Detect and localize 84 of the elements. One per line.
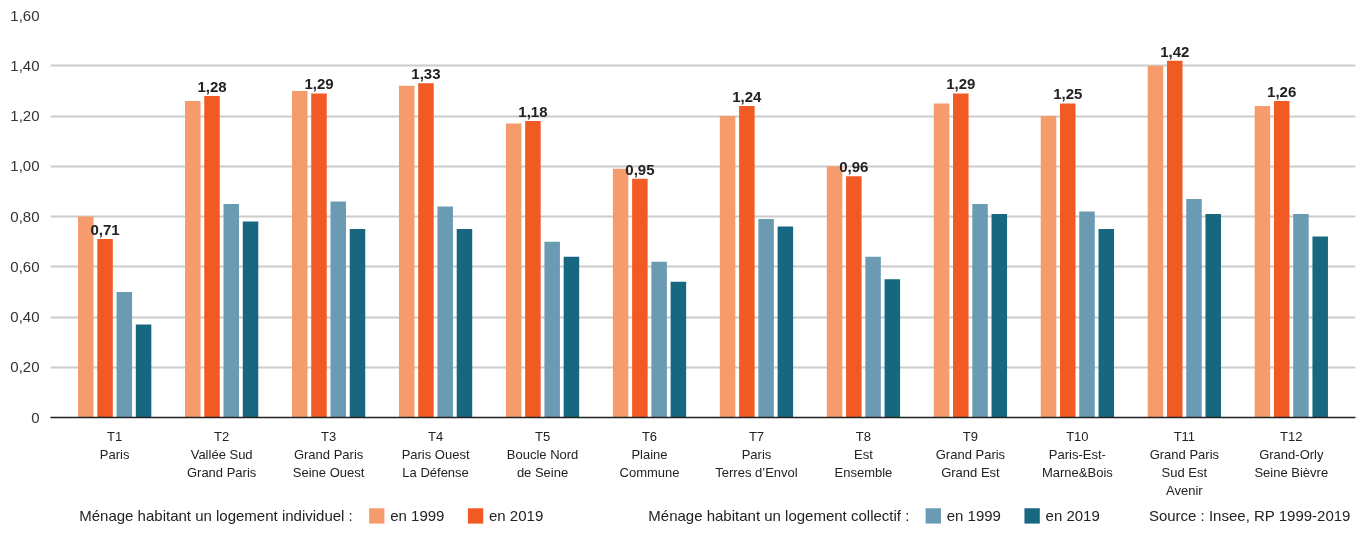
bar bbox=[1293, 213, 1309, 418]
bar bbox=[418, 83, 434, 418]
bar bbox=[437, 206, 453, 418]
bar bbox=[670, 281, 687, 418]
x-tick-label: T10 Paris-Est- Marne&Bois bbox=[1041, 428, 1114, 480]
y-tick-label: 1,00 bbox=[10, 157, 40, 175]
bar bbox=[456, 229, 473, 418]
bar bbox=[204, 95, 220, 418]
data-label: 0,96 bbox=[839, 158, 869, 176]
bar bbox=[1098, 229, 1115, 418]
data-label: 1,42 bbox=[1160, 42, 1190, 60]
bar bbox=[1060, 103, 1076, 418]
data-label: 1,18 bbox=[518, 103, 548, 121]
bar bbox=[525, 121, 541, 418]
bar bbox=[884, 279, 901, 418]
bar bbox=[777, 226, 794, 418]
bar bbox=[953, 93, 969, 418]
x-tick-label: T12 Grand-Orly Seine Bièvre bbox=[1254, 428, 1329, 480]
y-tick-label: 0 bbox=[31, 408, 40, 426]
bar bbox=[1273, 100, 1290, 418]
x-tick-label: T4 Paris Ouest La Défense bbox=[401, 428, 470, 480]
bar bbox=[97, 239, 113, 418]
y-tick-label: 0,40 bbox=[10, 308, 40, 325]
x-tick-label: T11 Grand Paris Sud Est Avenir bbox=[1149, 428, 1220, 498]
bar bbox=[991, 213, 1008, 418]
bar bbox=[1147, 65, 1164, 418]
bar bbox=[846, 176, 862, 418]
bar bbox=[505, 123, 522, 418]
x-tick-label: T3 Grand Paris Seine Ouest bbox=[292, 428, 365, 480]
bar bbox=[563, 256, 580, 418]
legend-label: en 1999 bbox=[946, 507, 1001, 525]
source-note: Source : Insee, RP 1999-2019 bbox=[1148, 507, 1351, 525]
bar bbox=[291, 90, 308, 418]
y-tick-label: 0,80 bbox=[10, 207, 40, 225]
bar bbox=[1079, 211, 1095, 418]
bar bbox=[1040, 116, 1057, 418]
x-tick-label: T1 Paris bbox=[99, 428, 130, 462]
bar bbox=[1254, 105, 1271, 418]
data-label: 1,24 bbox=[732, 87, 763, 105]
bar bbox=[398, 85, 415, 418]
data-label: 1,25 bbox=[1053, 85, 1083, 103]
data-label: 1,29 bbox=[946, 75, 976, 93]
y-tick-label: 0,20 bbox=[10, 358, 40, 376]
bar bbox=[135, 324, 152, 418]
bar bbox=[349, 229, 366, 418]
bar bbox=[632, 178, 648, 418]
legend-label: en 2019 bbox=[489, 507, 544, 525]
bar bbox=[1166, 60, 1183, 418]
y-tick-label: 1,20 bbox=[10, 107, 40, 124]
bar bbox=[651, 261, 667, 418]
bar bbox=[544, 241, 560, 418]
y-tick-label: 0,60 bbox=[10, 257, 40, 275]
data-label: 1,33 bbox=[411, 65, 441, 83]
legend-label: en 2019 bbox=[1045, 507, 1100, 525]
bar bbox=[1312, 236, 1328, 418]
legend-label: en 1999 bbox=[390, 507, 445, 525]
bar bbox=[865, 256, 881, 418]
bar bbox=[758, 219, 774, 418]
bar bbox=[719, 116, 736, 418]
y-tick-label: 1,40 bbox=[10, 56, 40, 74]
bar bbox=[185, 100, 201, 418]
bar bbox=[330, 201, 346, 418]
x-tick-label: T5 Boucle Nord de Seine bbox=[506, 428, 579, 480]
bar bbox=[1205, 213, 1221, 418]
text: Ménage habitant un logement collectif : bbox=[648, 507, 910, 525]
bar bbox=[739, 105, 755, 418]
y-tick-label: 1,60 bbox=[10, 6, 40, 24]
x-tick-label: T6 Plaine Commune bbox=[619, 428, 680, 480]
bar bbox=[242, 221, 259, 418]
data-label: 1,26 bbox=[1267, 82, 1297, 100]
bar bbox=[933, 103, 950, 418]
data-label: 1,28 bbox=[197, 77, 227, 95]
bar bbox=[1186, 198, 1202, 418]
bar bbox=[116, 291, 133, 418]
x-tick-label: T8 Est Ensemble bbox=[834, 428, 893, 480]
x-tick-label: T2 Vallée Sud Grand Paris bbox=[186, 428, 257, 480]
data-label: 1,29 bbox=[304, 75, 334, 93]
x-tick-label: T7 Paris Terres d’Envol bbox=[715, 428, 798, 480]
text: Ménage habitant un logement individuel : bbox=[79, 507, 353, 525]
bar bbox=[311, 93, 327, 418]
data-label: 0,95 bbox=[625, 160, 655, 178]
bar bbox=[972, 203, 988, 418]
bar bbox=[223, 203, 240, 418]
x-tick-label: T9 Grand Paris Grand Est bbox=[935, 428, 1006, 480]
